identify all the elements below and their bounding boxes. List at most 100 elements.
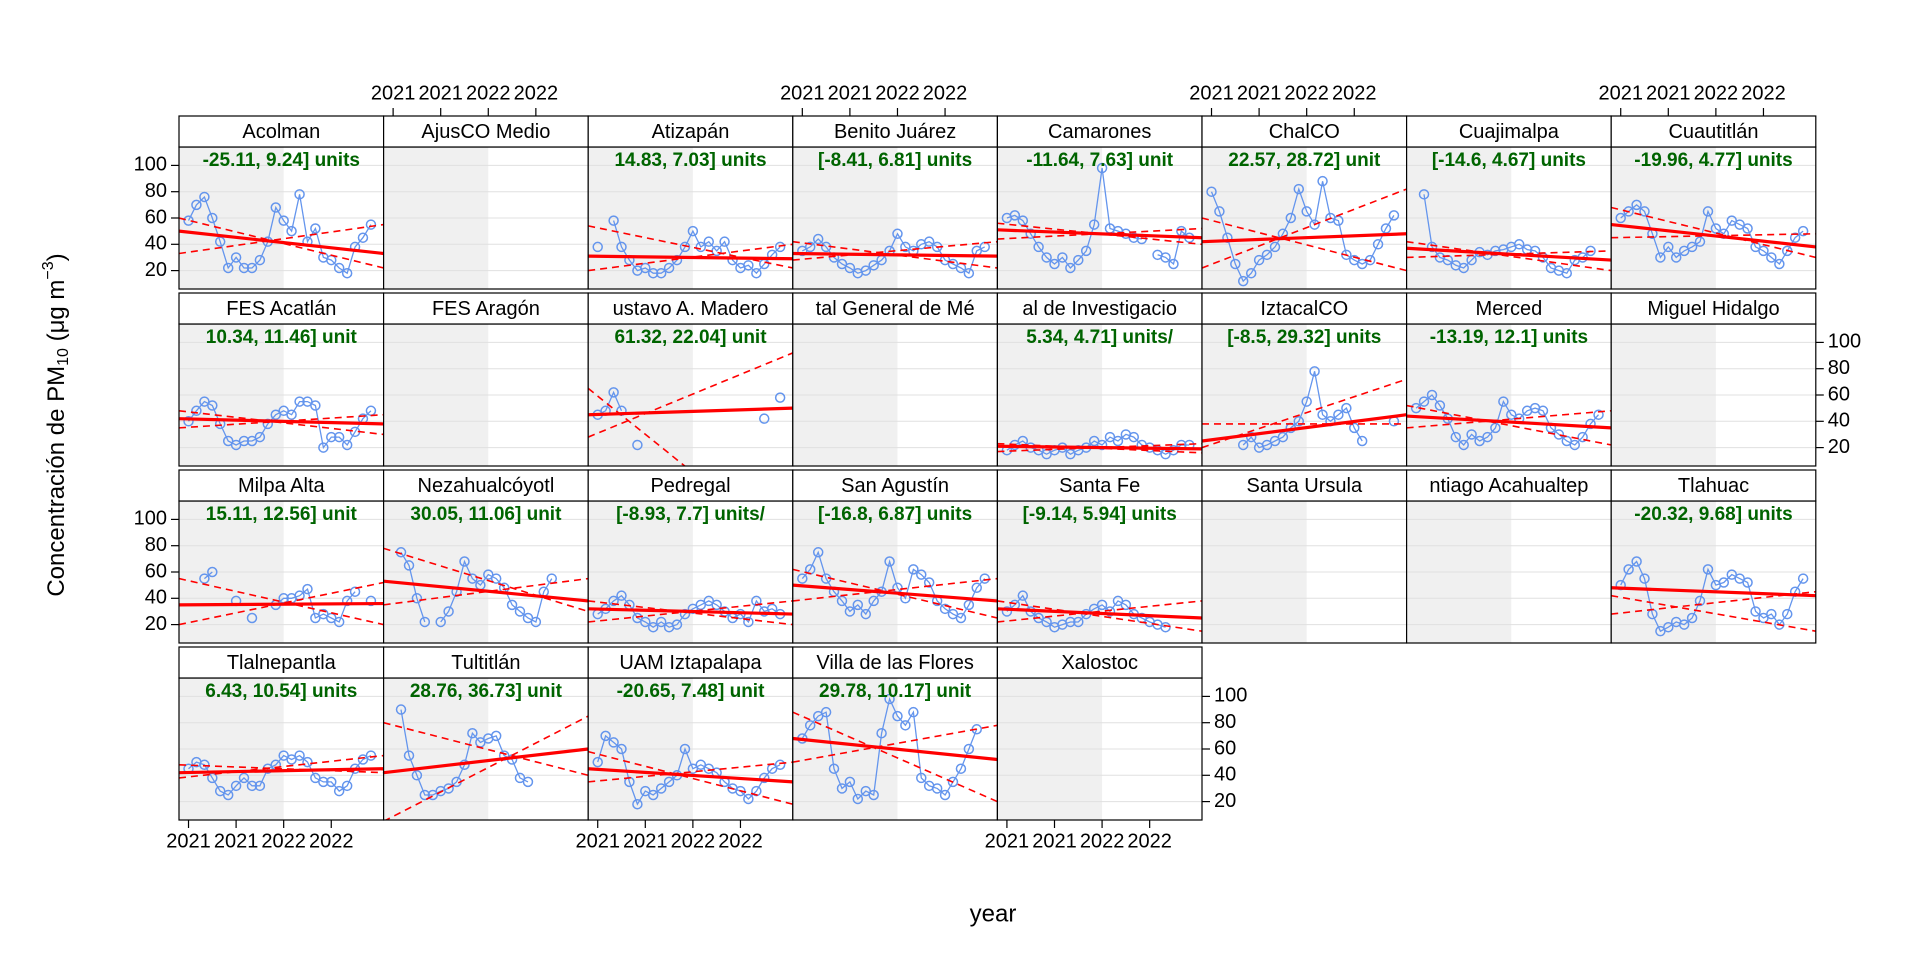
data-point	[695, 599, 707, 611]
data-point	[1710, 223, 1722, 234]
data-point	[199, 759, 210, 771]
data-point	[1309, 219, 1320, 230]
data-point	[1702, 206, 1714, 217]
data-point	[1482, 431, 1493, 443]
lower-bound-line	[1406, 404, 1612, 446]
strip-background	[792, 647, 998, 678]
strip-label: Benito Juárez	[834, 121, 956, 143]
strip: Cuajimalpa	[1406, 116, 1612, 147]
data-point	[467, 727, 478, 739]
trend-line	[179, 229, 384, 256]
data-point	[608, 387, 619, 398]
y-tick-label: 60	[145, 560, 167, 582]
data-point	[278, 215, 289, 226]
data-point	[1261, 439, 1273, 451]
data-point	[812, 547, 824, 558]
y-axis-title: Concentración de PM10 (μg m−3)	[40, 253, 72, 596]
y-tick-label: 20	[145, 613, 167, 635]
strip: ChalCO	[1202, 116, 1407, 147]
strip-background	[997, 293, 1202, 324]
data-point	[979, 573, 990, 584]
x-tick-label: 2021	[371, 82, 416, 104]
strip-background	[1406, 116, 1612, 147]
upper-bound-line	[179, 223, 384, 255]
data-point	[310, 223, 321, 234]
data-point	[254, 254, 266, 266]
data-point	[759, 413, 770, 424]
data-point	[743, 260, 754, 271]
data-point	[1585, 418, 1596, 430]
annotation: 6.43, 10.54] units	[205, 681, 357, 702]
strip-label: Atizapán	[652, 121, 730, 143]
data-point	[1301, 396, 1312, 407]
data-point	[900, 720, 911, 731]
data-point	[640, 616, 651, 628]
data-point	[459, 556, 470, 567]
panel: 28.76, 36.73] unit	[383, 678, 589, 820]
data-point	[1718, 577, 1730, 588]
panel: [-8.93, 7.7] units/	[588, 501, 793, 643]
trend-line	[588, 607, 793, 616]
strip: Tlahuac	[1611, 470, 1816, 501]
x-tick-label: 2022	[261, 830, 306, 852]
strip-background	[997, 647, 1202, 678]
data-point	[963, 267, 975, 279]
data-point	[238, 435, 250, 447]
annotation: 22.57, 28.72] unit	[1228, 150, 1381, 171]
data-point	[1245, 431, 1257, 443]
y-axis-title-end: )	[43, 253, 70, 261]
data-point	[1639, 573, 1650, 584]
data-point	[1426, 389, 1438, 401]
strip: Acolman	[179, 116, 384, 147]
data-point	[357, 232, 369, 243]
data-point	[1797, 225, 1809, 237]
data-point	[774, 241, 786, 253]
strip-background	[588, 116, 793, 147]
data-point	[1293, 416, 1305, 427]
data-point	[923, 236, 935, 247]
panel: 10.34, 11.46] unit	[179, 324, 384, 466]
x-tick-label: 2022	[466, 82, 511, 104]
strip-background	[588, 470, 793, 501]
data-point	[1766, 608, 1777, 620]
y-tick-label: 20	[1214, 790, 1236, 812]
data-point	[246, 262, 258, 274]
data-point	[1096, 162, 1108, 174]
data-point	[365, 595, 377, 607]
strip: Pedregal	[588, 470, 793, 501]
x-tick-label: 2021	[780, 82, 825, 104]
panel: 61.32, 22.04] unit	[588, 324, 793, 466]
data-point	[1206, 186, 1217, 197]
data-point	[1577, 431, 1588, 443]
data-point	[1418, 396, 1430, 407]
data-point	[246, 612, 258, 624]
data-point	[1261, 249, 1273, 261]
panel: [-8.5, 29.32] units	[1202, 324, 1407, 466]
data-point	[207, 212, 218, 224]
data-point	[1426, 241, 1438, 253]
data-point	[647, 621, 659, 633]
data-point	[931, 783, 943, 794]
data-point	[592, 241, 603, 253]
data-point	[286, 754, 297, 765]
trend-line	[792, 251, 998, 258]
strip-frame	[1610, 469, 1817, 502]
data-point	[1663, 241, 1674, 253]
data-point	[1639, 206, 1650, 217]
data-point	[844, 776, 856, 788]
series-line	[802, 232, 985, 275]
upper-bound-line	[588, 352, 793, 438]
strip: Merced	[1406, 293, 1612, 324]
data-point	[868, 595, 879, 607]
data-point	[955, 612, 967, 624]
data-point	[1309, 366, 1320, 377]
panel: [-9.14, 5.94] units	[997, 501, 1203, 643]
upper-bound-line	[179, 754, 384, 779]
data-point	[647, 789, 659, 801]
data-point	[1333, 409, 1344, 420]
annotation: -20.32, 9.68] units	[1634, 504, 1792, 525]
y-tick-label: 40	[1214, 764, 1236, 786]
annotation: [-9.14, 5.94] units	[1023, 504, 1177, 525]
data-point	[592, 756, 603, 768]
data-point	[333, 785, 345, 797]
